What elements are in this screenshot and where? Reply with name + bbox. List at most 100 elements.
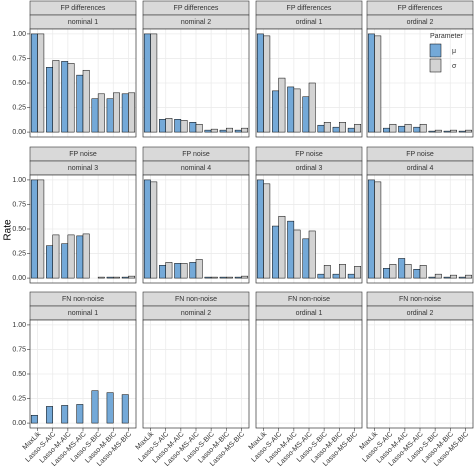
bar — [61, 61, 69, 133]
bar — [389, 123, 397, 133]
bar — [82, 69, 90, 133]
bar — [189, 122, 197, 133]
bar — [354, 123, 362, 133]
bar — [143, 33, 151, 133]
strip-label: FP noise — [182, 151, 210, 158]
bar — [278, 77, 286, 133]
bar — [189, 262, 197, 279]
bar — [91, 98, 99, 133]
panel-border — [366, 28, 474, 138]
strip-label: FN non-noise — [175, 296, 217, 303]
bar — [82, 233, 90, 279]
bar — [383, 127, 390, 133]
bar — [458, 130, 466, 133]
bar — [76, 235, 84, 279]
bar — [121, 276, 129, 279]
bar — [30, 414, 38, 424]
bar — [450, 129, 457, 133]
bar — [287, 86, 295, 133]
bar — [61, 243, 69, 279]
y-tick-label: 0.75 — [12, 201, 26, 208]
strip-label: nominal 4 — [181, 165, 211, 172]
bar — [210, 276, 218, 279]
bar — [234, 129, 242, 133]
bar — [219, 276, 227, 279]
bar — [434, 273, 442, 279]
bar — [389, 264, 397, 279]
bar — [106, 392, 114, 424]
bar — [128, 92, 136, 133]
strip-label: nominal 1 — [68, 310, 98, 317]
bar — [150, 33, 158, 133]
bar — [256, 33, 264, 133]
bar — [91, 390, 99, 424]
bar — [61, 405, 69, 424]
panel-border — [255, 28, 363, 138]
legend-key — [429, 43, 442, 58]
bar — [272, 225, 279, 279]
y-tick-label: 0.50 — [12, 371, 26, 378]
y-tick-label: 0.00 — [12, 420, 26, 427]
bar — [67, 234, 75, 279]
bar — [465, 129, 473, 133]
strip-label: FN non-noise — [62, 296, 104, 303]
bar — [143, 179, 151, 279]
y-tick-label: 0.00 — [12, 275, 26, 282]
bar — [465, 274, 473, 279]
bar — [339, 264, 346, 279]
bar — [204, 129, 212, 133]
bar — [278, 215, 286, 279]
bar — [121, 394, 129, 424]
panel-border — [29, 319, 137, 429]
bar — [398, 258, 406, 279]
y-tick-label: 0.25 — [12, 250, 26, 257]
bar — [302, 238, 310, 279]
bar — [76, 74, 84, 133]
bar — [30, 179, 38, 279]
strip-label: ordinal 1 — [296, 19, 323, 26]
bar — [419, 123, 427, 133]
legend-key — [429, 58, 442, 73]
y-tick-label: 0.25 — [12, 104, 26, 111]
y-axis-label: Rate — [3, 219, 14, 241]
bar — [308, 230, 316, 279]
bar — [367, 179, 375, 279]
bar — [458, 276, 466, 279]
bar — [413, 126, 421, 133]
strip-label: FP differences — [174, 5, 219, 12]
bar — [241, 127, 249, 133]
y-tick-label: 0.50 — [12, 80, 26, 87]
bar — [398, 125, 406, 133]
y-tick-label: 1.00 — [12, 322, 26, 329]
bar — [97, 276, 105, 279]
y-tick-label: 0.00 — [12, 129, 26, 136]
bar — [30, 33, 38, 133]
bar — [165, 262, 173, 279]
bar — [308, 82, 316, 133]
panel-border — [142, 319, 250, 429]
panel-border — [29, 174, 137, 284]
y-tick-label: 0.50 — [12, 226, 26, 233]
bar — [113, 92, 120, 133]
bar — [302, 96, 310, 133]
panel-border — [366, 319, 474, 429]
bar — [195, 123, 203, 133]
bar — [317, 273, 325, 279]
y-tick-label: 0.25 — [12, 395, 26, 402]
bar — [317, 124, 325, 133]
bar — [174, 119, 182, 133]
bar — [443, 276, 451, 279]
strip-label: ordinal 2 — [407, 310, 434, 317]
bar — [287, 220, 295, 279]
bar — [226, 276, 233, 279]
strip-label: FP differences — [61, 5, 106, 12]
strip-label: FP noise — [69, 151, 97, 158]
bar — [323, 265, 331, 279]
bar — [121, 93, 129, 133]
strip-label: ordinal 3 — [296, 165, 323, 172]
legend-label: σ — [452, 63, 457, 70]
bar — [159, 265, 166, 279]
bar — [428, 130, 436, 133]
bar — [37, 179, 45, 279]
bar — [347, 273, 355, 279]
